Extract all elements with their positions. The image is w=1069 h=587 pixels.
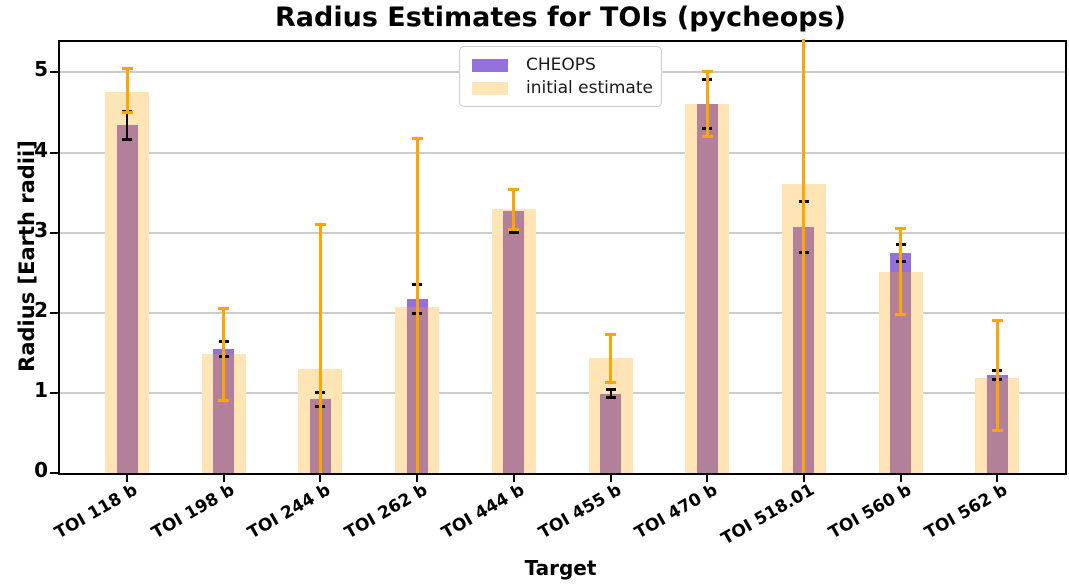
error-bar-cap xyxy=(121,111,133,115)
x-axis-label: Target xyxy=(524,556,597,580)
initial-estimate-swatch-icon xyxy=(472,81,508,95)
error-bar-cap xyxy=(895,313,907,317)
x-axis-tick xyxy=(416,475,419,482)
error-bar-cap xyxy=(411,137,423,141)
cheops-error-bar xyxy=(609,388,612,399)
legend-label: CHEOPS xyxy=(526,54,596,75)
y-axis-tick xyxy=(50,472,58,474)
y-axis-tick xyxy=(50,151,58,154)
initial-error-bar xyxy=(125,68,129,114)
x-axis-tick xyxy=(899,475,902,482)
error-bar-cap xyxy=(991,429,1003,433)
chart-title: Radius Estimates for TOIs (pycheops) xyxy=(275,2,846,33)
cheops-bar xyxy=(600,393,621,473)
y-tick-label: 4 xyxy=(34,137,48,162)
legend-item-cheops: CHEOPS xyxy=(460,54,661,75)
gridline xyxy=(60,391,1065,394)
cheops-swatch-icon xyxy=(472,58,508,72)
initial-error-bar xyxy=(609,334,612,384)
error-bar-cap xyxy=(605,381,616,385)
error-bar-cap xyxy=(991,318,1003,322)
error-bar-cap xyxy=(701,135,713,139)
cheops-error-bar xyxy=(126,110,128,140)
error-bar-cap xyxy=(701,69,713,73)
cheops-bar xyxy=(696,103,718,473)
error-bar-cap xyxy=(508,230,519,234)
error-bar-cap xyxy=(121,67,133,71)
error-bar-cap xyxy=(895,226,907,230)
x-axis-tick xyxy=(706,475,709,482)
x-axis-tick xyxy=(222,475,225,482)
initial-error-bar xyxy=(899,227,903,316)
x-axis-tick xyxy=(512,475,515,482)
cheops-bar xyxy=(116,125,138,473)
gridline xyxy=(60,151,1065,154)
error-bar-cap xyxy=(605,333,616,337)
x-axis-tick xyxy=(802,475,805,482)
initial-error-bar xyxy=(705,70,709,138)
x-axis-tick xyxy=(126,475,128,482)
initial-error-bar xyxy=(995,319,999,432)
gridline xyxy=(60,311,1065,314)
cheops-bar xyxy=(503,211,525,473)
gridline xyxy=(60,231,1065,234)
error-bar-cap xyxy=(218,398,230,402)
y-tick-label: 2 xyxy=(34,297,48,322)
legend-label: initial estimate xyxy=(526,77,653,98)
y-tick-label: 0 xyxy=(34,458,48,482)
y-axis-label: Radius [Earth radii] xyxy=(15,140,39,372)
error-bar-cap xyxy=(605,387,616,391)
initial-error-bar xyxy=(222,307,226,401)
y-axis-tick xyxy=(50,231,58,234)
y-axis-tick xyxy=(50,311,58,314)
legend: CHEOPS initial estimate xyxy=(459,46,662,107)
plot-area xyxy=(50,39,1067,482)
error-bar-cap xyxy=(605,396,616,400)
initial-error-bar xyxy=(512,188,516,231)
legend-item-initial-estimate: initial estimate xyxy=(460,77,661,98)
x-axis-tick xyxy=(609,475,612,482)
error-bar-cap xyxy=(218,306,230,310)
initial-error-bar xyxy=(318,223,322,473)
y-tick-label: 1 xyxy=(34,377,48,402)
error-bar-cap xyxy=(314,222,326,226)
error-bar-cap xyxy=(508,187,520,191)
cheops-bar xyxy=(213,354,235,473)
y-axis-tick xyxy=(50,71,58,74)
initial-error-bar xyxy=(415,138,419,473)
error-bar-cap xyxy=(122,137,132,141)
error-bar-cap xyxy=(508,228,520,232)
y-axis-tick xyxy=(50,391,58,394)
y-tick-label: 3 xyxy=(34,217,48,242)
cheops-bar xyxy=(890,271,912,473)
y-tick-label: 5 xyxy=(34,57,48,82)
initial-error-bar xyxy=(802,39,806,473)
x-axis-tick xyxy=(319,475,322,482)
x-axis-tick xyxy=(996,475,999,482)
